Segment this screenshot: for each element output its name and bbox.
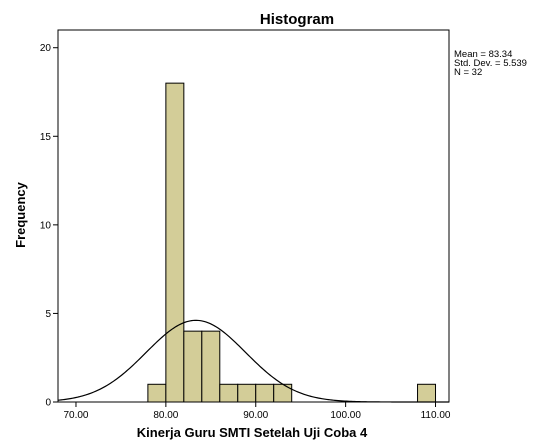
histogram-bar-3 — [201, 330, 221, 403]
y-axis: 0 5 10 15 20 — [40, 43, 58, 409]
x-tick-label-90: 90.00 — [243, 410, 268, 421]
x-tick-label-110: 110.00 — [421, 410, 451, 421]
bars-group — [147, 82, 437, 403]
x-axis-label: Kinerja Guru SMTI Setelah Uji Coba 4 — [137, 425, 368, 440]
stat-line-1: Std. Dev. = 5.539 — [454, 58, 527, 69]
chart-title: Histogram — [260, 11, 334, 28]
x-tick-label-100: 100.00 — [330, 410, 361, 421]
plot-frame — [57, 29, 450, 403]
y-tick-label-0: 0 — [45, 398, 51, 409]
histogram-bar-0 — [147, 383, 167, 403]
y-axis-label: Frequency — [13, 181, 28, 248]
x-tick-label-80: 80.00 — [153, 410, 178, 421]
histogram-bar-2 — [183, 330, 203, 403]
y-tick-label-5: 5 — [45, 309, 51, 320]
stat-line-2: N = 32 — [454, 67, 482, 78]
y-tick-label-10: 10 — [40, 220, 52, 231]
x-tick-label-70: 70.00 — [63, 410, 88, 421]
histogram-bar-6 — [255, 383, 275, 403]
y-tick-label-15: 15 — [40, 132, 52, 143]
histogram-bar-8 — [417, 383, 437, 403]
histogram-bar-7 — [273, 383, 293, 403]
x-axis: 70.00 80.00 90.00 100.00 110.00 — [63, 402, 451, 421]
stat-line-0: Mean = 83.34 — [454, 49, 512, 60]
y-tick-label-20: 20 — [40, 43, 52, 54]
histogram-bar-5 — [237, 383, 257, 403]
histogram-bar-4 — [219, 383, 239, 403]
histogram-bar-1 — [165, 82, 185, 403]
